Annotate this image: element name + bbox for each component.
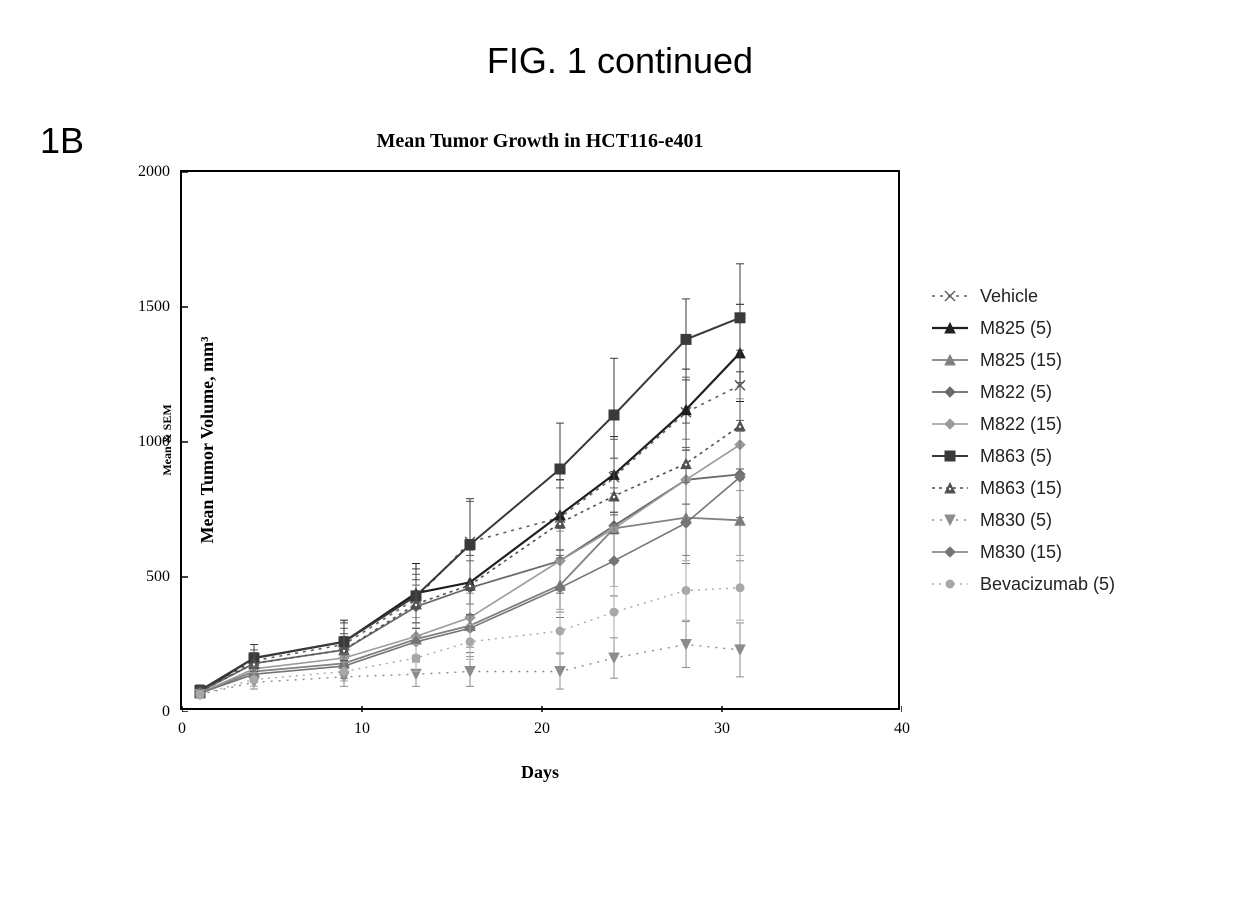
legend-swatch bbox=[930, 476, 970, 500]
legend-swatch bbox=[930, 284, 970, 308]
chart-svg bbox=[182, 172, 902, 712]
x-tick-label: 40 bbox=[882, 720, 922, 738]
legend-item: Vehicle bbox=[930, 280, 1115, 312]
legend-label: M830 (5) bbox=[980, 510, 1052, 531]
legend-swatch bbox=[930, 380, 970, 404]
legend-swatch bbox=[930, 316, 970, 340]
legend-swatch bbox=[930, 540, 970, 564]
panel-label: 1B bbox=[40, 120, 84, 162]
x-tick-label: 30 bbox=[702, 720, 742, 738]
legend: Vehicle M825 (5) M825 (15) M822 (5) M822 (15… bbox=[930, 280, 1115, 600]
y-axis-label: Mean Tumor Volume, mm³ bbox=[197, 336, 218, 543]
legend-label: M825 (15) bbox=[980, 350, 1062, 371]
x-tick-label: 20 bbox=[522, 720, 562, 738]
legend-item: M830 (15) bbox=[930, 536, 1115, 568]
legend-item: M825 (5) bbox=[930, 312, 1115, 344]
legend-label: Vehicle bbox=[980, 286, 1038, 307]
legend-item: M863 (5) bbox=[930, 440, 1115, 472]
legend-swatch bbox=[930, 348, 970, 372]
plot-area: Mean Tumor Volume, mm³ Mean & SEM Days 0… bbox=[180, 170, 900, 710]
x-tick-label: 10 bbox=[342, 720, 382, 738]
legend-item: Bevacizumab (5) bbox=[930, 568, 1115, 600]
y-tick-label: 1500 bbox=[110, 298, 170, 316]
legend-item: M825 (15) bbox=[930, 344, 1115, 376]
legend-item: M822 (15) bbox=[930, 408, 1115, 440]
legend-label: M822 (15) bbox=[980, 414, 1062, 435]
x-tick-label: 0 bbox=[162, 720, 202, 738]
legend-swatch bbox=[930, 508, 970, 532]
legend-swatch bbox=[930, 572, 970, 596]
legend-swatch bbox=[930, 412, 970, 436]
legend-item: M830 (5) bbox=[930, 504, 1115, 536]
legend-swatch bbox=[930, 444, 970, 468]
legend-label: Bevacizumab (5) bbox=[980, 574, 1115, 595]
chart-container: Mean Tumor Volume, mm³ Mean & SEM Days 0… bbox=[180, 170, 900, 710]
y-tick-label: 1000 bbox=[110, 433, 170, 451]
legend-label: M830 (15) bbox=[980, 542, 1062, 563]
legend-item: M822 (5) bbox=[930, 376, 1115, 408]
legend-label: M822 (5) bbox=[980, 382, 1052, 403]
legend-label: M825 (5) bbox=[980, 318, 1052, 339]
chart-title: Mean Tumor Growth in HCT116-e401 bbox=[180, 130, 900, 153]
legend-label: M863 (5) bbox=[980, 446, 1052, 467]
y-tick-label: 2000 bbox=[110, 163, 170, 181]
y-tick-label: 0 bbox=[110, 703, 170, 721]
x-axis-label: Days bbox=[182, 762, 898, 783]
y-tick-label: 500 bbox=[110, 568, 170, 586]
legend-item: M863 (15) bbox=[930, 472, 1115, 504]
legend-label: M863 (15) bbox=[980, 478, 1062, 499]
figure-title: FIG. 1 continued bbox=[0, 40, 1240, 82]
